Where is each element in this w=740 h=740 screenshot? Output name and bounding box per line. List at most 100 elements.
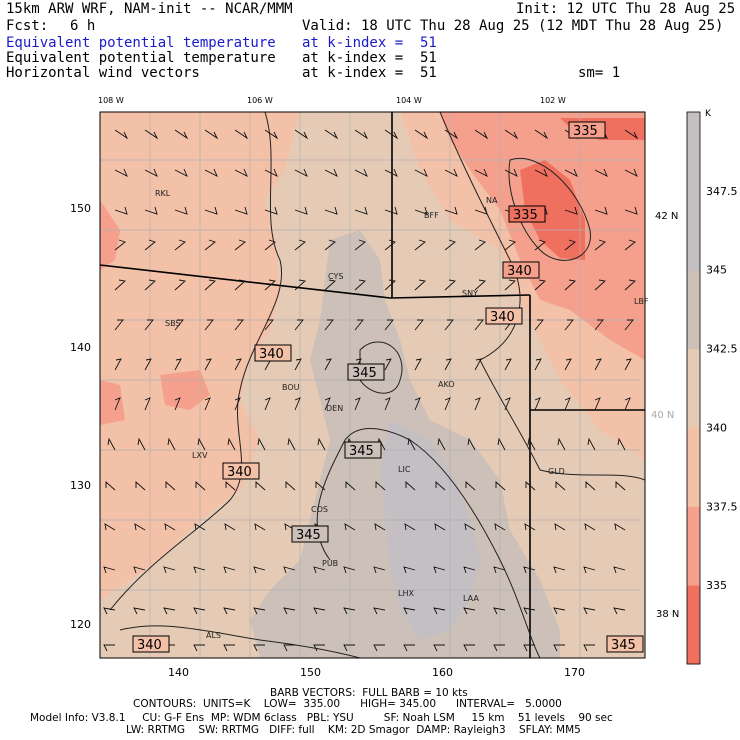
station-lbf: LBF [634, 297, 649, 306]
lon-label-102w: 102 W [540, 96, 566, 105]
colorbar: K 347.5 345 342.5 340 337.5 335 [686, 109, 738, 665]
model-info-physics: LW: RRTMG SW: RRTMG DIFF: full KM: 2D Sm… [126, 724, 581, 736]
contour-label-5-box [254, 344, 292, 362]
contour-label-11-box [606, 635, 644, 653]
field-1-name: Equivalent potential temperature [6, 35, 276, 51]
forecast-label: Fcst: [6, 18, 49, 34]
y-tick-150: 150 [70, 202, 91, 215]
colorbar-segment-6 [687, 112, 700, 192]
y-tick-130: 130 [70, 479, 91, 492]
colorbar-segment-5 [687, 190, 700, 271]
colorbar-segments [687, 112, 700, 665]
lon-label-104w: 104 W [396, 96, 422, 105]
field-region-3375d [100, 200, 120, 270]
state-borders [99, 112, 645, 658]
lat-label-42n: 42 N [655, 211, 678, 222]
station-sny: SNY [462, 289, 478, 298]
station-laa: LAA [463, 594, 479, 603]
colorbar-tick-label: 337.5 [706, 500, 738, 513]
y-tick-140: 140 [70, 341, 91, 354]
station-als: ALS [206, 631, 221, 640]
contour-label-4-box [485, 307, 523, 325]
field-region-335 [520, 160, 585, 260]
contour-label-6: 345 [352, 366, 377, 381]
y-tick-120: 120 [70, 618, 91, 631]
colorbar-tick-label: 335 [706, 579, 727, 592]
contour-label-2: 335 [513, 208, 538, 223]
station-labels: RKL BFF NA CYS SNY LBF SBS BOU DEN AKO L… [155, 189, 649, 640]
contour-label-2-box [508, 205, 546, 223]
contour-label-10: 340 [137, 638, 162, 653]
station-gld: GLD [548, 467, 565, 476]
contour-labels: 335 335 340 340 340 345 345 340 345 340 … [132, 121, 644, 653]
model-title: 15km ARW WRF, NAM-init -- NCAR/MMM [6, 1, 293, 17]
field-region-3375c [100, 380, 125, 425]
field-3-name: Horizontal wind vectors [6, 65, 200, 81]
station-den: DEN [326, 404, 343, 413]
station-cys: CYS [328, 272, 343, 281]
lon-label-106w: 106 W [247, 96, 273, 105]
field-region-3475 [380, 420, 480, 640]
contour-label-8: 340 [227, 465, 252, 480]
lat-label-38n: 38 N [656, 609, 679, 620]
station-na: NA [486, 196, 498, 205]
station-bff: BFF [424, 211, 439, 220]
forecast-hour: 6 h [70, 18, 96, 34]
contour-label-7-box [344, 441, 382, 459]
x-grid-ticks: 140 150 160 170 [168, 666, 585, 679]
contour-340-c [119, 625, 361, 658]
contour-label-5: 340 [259, 347, 284, 362]
x-tick-160: 160 [432, 666, 453, 679]
colorbar-tick-label: 342.5 [706, 343, 738, 356]
lat-label-40n: 40 N [651, 410, 674, 421]
lon-labels: 108 W 106 W 104 W 102 W [98, 96, 566, 105]
field-1-level: at k-index = 51 [302, 35, 437, 51]
lon-label-108w: 108 W [98, 96, 124, 105]
valid-time: Valid: 18 UTC Thu 28 Aug 25 (12 MDT Thu … [302, 18, 724, 34]
filled-field [100, 112, 645, 658]
init-time: Init: 12 UTC Thu 28 Aug 25 [516, 1, 736, 17]
contour-label-8-box [222, 462, 260, 480]
station-rkl: RKL [155, 189, 171, 198]
smoothing-label: sm= 1 [578, 65, 621, 81]
contour-label-10-box [132, 635, 170, 653]
station-pub: PUB [322, 559, 338, 568]
station-lxv: LXV [192, 451, 208, 460]
colorbar-segment-3 [687, 348, 700, 428]
wind-barbs [103, 129, 639, 652]
contour-label-7: 345 [349, 444, 374, 459]
contour-345-a [359, 341, 403, 394]
field-3-level: at k-index = 51 [302, 65, 437, 81]
station-cos: COS [311, 505, 328, 514]
contour-label-9-box [291, 525, 329, 543]
contour-label-3-box [502, 261, 540, 279]
colorbar-tick-label: 340 [706, 421, 727, 434]
map-frame [99, 111, 646, 659]
barb-legend: BARB VECTORS: FULL BARB = 10 kts [270, 687, 468, 699]
station-sbs: SBS [165, 319, 181, 328]
lat-labels: 42 N 40 N 38 N [651, 211, 679, 620]
contour-label-6-box [347, 363, 385, 381]
colorbar-segment-2 [687, 427, 700, 507]
field-2-name: Equivalent potential temperature [6, 50, 276, 66]
colorbar-tick-label: 345 [706, 264, 727, 277]
wyoming-colorado-border [99, 264, 531, 299]
colorbar-segment-1 [687, 506, 700, 586]
colorbar-segment-0 [687, 585, 700, 665]
colorbar-segment-4 [687, 269, 700, 350]
colorbar-unit: K [705, 109, 712, 119]
station-bou: BOU [282, 383, 300, 392]
y-grid-ticks: 150 140 130 120 [70, 202, 91, 631]
contour-label-3: 340 [507, 264, 532, 279]
county-boundary-2 [149, 112, 581, 658]
contour-label-4: 340 [490, 310, 515, 325]
colorbar-frame [686, 111, 701, 665]
field-2-level: at k-index = 51 [302, 50, 437, 66]
wind-barb-pattern [103, 129, 639, 652]
contour-label-11: 345 [611, 638, 636, 653]
x-tick-140: 140 [168, 666, 189, 679]
station-lhx: LHX [398, 589, 414, 598]
contour-label-1-box [568, 121, 606, 139]
colorbar-ticks: 347.5 345 342.5 340 337.5 335 [706, 185, 738, 592]
